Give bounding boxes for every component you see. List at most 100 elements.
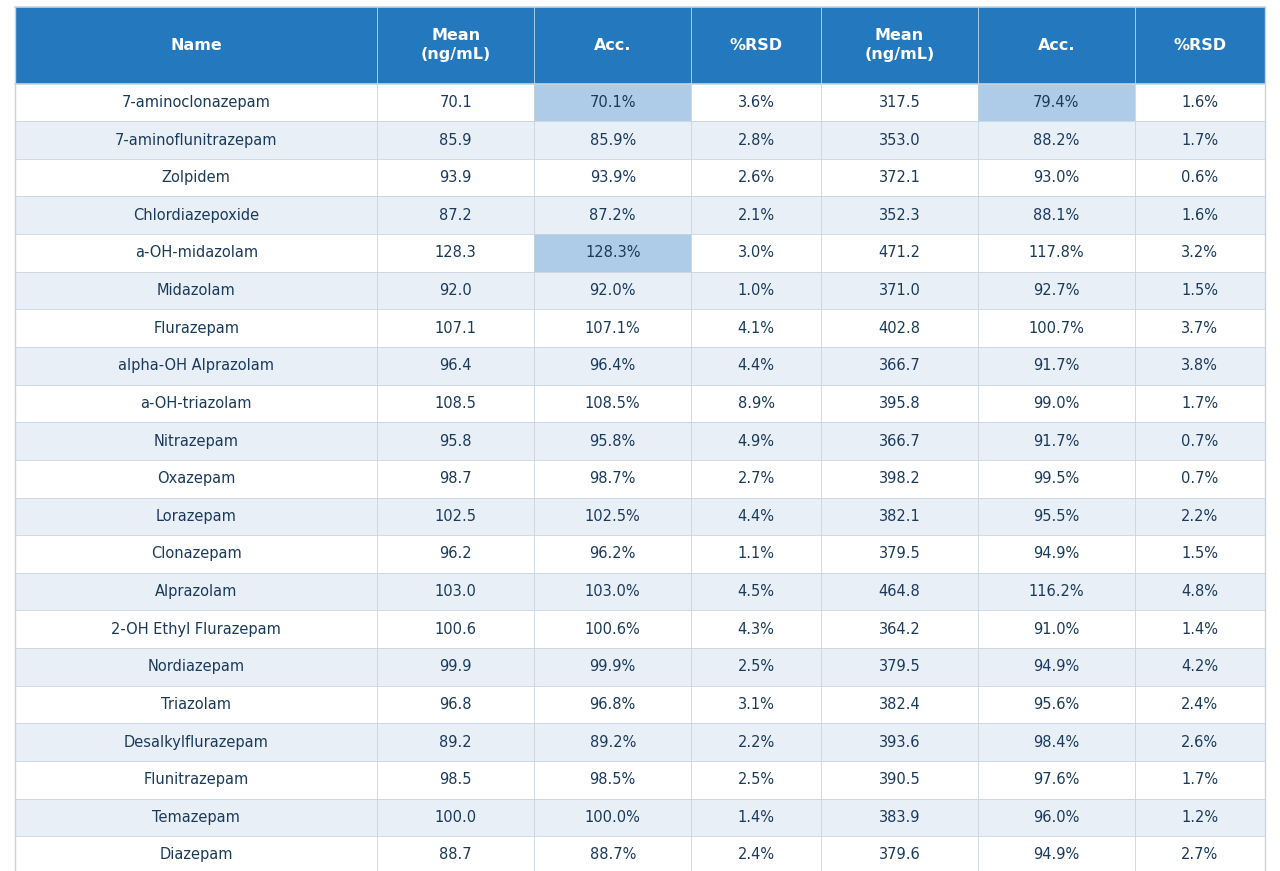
Text: 108.5: 108.5 (435, 396, 476, 411)
Text: 100.6%: 100.6% (585, 622, 640, 637)
FancyBboxPatch shape (15, 347, 1265, 385)
Text: 88.1%: 88.1% (1033, 208, 1079, 223)
Text: 95.8%: 95.8% (590, 434, 636, 449)
FancyBboxPatch shape (15, 234, 1265, 272)
Text: 3.6%: 3.6% (737, 95, 774, 110)
Text: 88.7%: 88.7% (590, 847, 636, 862)
FancyBboxPatch shape (15, 159, 1265, 197)
Text: 379.5: 379.5 (878, 659, 920, 674)
Text: 1.7%: 1.7% (1181, 132, 1219, 147)
Text: 85.9%: 85.9% (590, 132, 636, 147)
Text: 7-aminoclonazepam: 7-aminoclonazepam (122, 95, 270, 110)
Text: Name: Name (170, 37, 223, 53)
Text: 98.5%: 98.5% (590, 773, 636, 787)
Text: 371.0: 371.0 (878, 283, 920, 298)
FancyBboxPatch shape (15, 385, 1265, 422)
Text: Desalkylflurazepam: Desalkylflurazepam (124, 734, 269, 750)
Text: 3.1%: 3.1% (737, 697, 774, 712)
Text: 91.0%: 91.0% (1033, 622, 1079, 637)
Text: 402.8: 402.8 (878, 321, 920, 335)
Text: 0.6%: 0.6% (1181, 170, 1219, 186)
Text: Mean
(ng/mL): Mean (ng/mL) (864, 29, 934, 62)
Text: 87.2: 87.2 (439, 208, 472, 223)
FancyBboxPatch shape (534, 84, 691, 121)
Text: 94.9%: 94.9% (1033, 847, 1079, 862)
Text: 99.5%: 99.5% (1033, 471, 1079, 486)
Text: Flurazepam: Flurazepam (154, 321, 239, 335)
Text: 379.5: 379.5 (878, 546, 920, 562)
Text: 103.0%: 103.0% (585, 584, 640, 599)
Text: Triazolam: Triazolam (161, 697, 232, 712)
Text: 85.9: 85.9 (439, 132, 472, 147)
Text: 94.9%: 94.9% (1033, 659, 1079, 674)
Text: 379.6: 379.6 (878, 847, 920, 862)
Text: 96.0%: 96.0% (1033, 810, 1079, 825)
Text: Acc.: Acc. (594, 37, 631, 53)
Text: 1.6%: 1.6% (1181, 208, 1219, 223)
Text: 93.0%: 93.0% (1033, 170, 1079, 186)
Text: 96.2%: 96.2% (590, 546, 636, 562)
Text: 99.9: 99.9 (439, 659, 472, 674)
FancyBboxPatch shape (15, 272, 1265, 309)
Text: 87.2%: 87.2% (590, 208, 636, 223)
Text: 96.4%: 96.4% (590, 358, 636, 374)
FancyBboxPatch shape (15, 648, 1265, 685)
Text: 2.6%: 2.6% (1181, 734, 1219, 750)
Text: 100.0%: 100.0% (585, 810, 640, 825)
Text: 2.7%: 2.7% (1181, 847, 1219, 862)
Text: 398.2: 398.2 (878, 471, 920, 486)
Text: 99.0%: 99.0% (1033, 396, 1079, 411)
FancyBboxPatch shape (15, 497, 1265, 535)
Text: Acc.: Acc. (1038, 37, 1075, 53)
FancyBboxPatch shape (15, 309, 1265, 347)
Text: 4.4%: 4.4% (737, 358, 774, 374)
Text: 102.5%: 102.5% (585, 509, 640, 523)
Text: 96.4: 96.4 (439, 358, 472, 374)
Text: 95.8: 95.8 (439, 434, 472, 449)
FancyBboxPatch shape (978, 84, 1135, 121)
Text: 4.2%: 4.2% (1181, 659, 1219, 674)
Text: 2.4%: 2.4% (1181, 697, 1219, 712)
Text: 372.1: 372.1 (878, 170, 920, 186)
Text: 353.0: 353.0 (878, 132, 920, 147)
Text: Diazepam: Diazepam (160, 847, 233, 862)
Text: 1.0%: 1.0% (737, 283, 774, 298)
FancyBboxPatch shape (15, 799, 1265, 836)
Text: 352.3: 352.3 (878, 208, 920, 223)
Text: Zolpidem: Zolpidem (161, 170, 230, 186)
Text: 1.4%: 1.4% (737, 810, 774, 825)
Text: 4.1%: 4.1% (737, 321, 774, 335)
Text: 3.0%: 3.0% (737, 246, 774, 260)
Text: 116.2%: 116.2% (1029, 584, 1084, 599)
FancyBboxPatch shape (15, 422, 1265, 460)
Text: 96.8%: 96.8% (590, 697, 636, 712)
Text: 88.2%: 88.2% (1033, 132, 1079, 147)
Text: 96.2: 96.2 (439, 546, 472, 562)
FancyBboxPatch shape (534, 234, 691, 272)
FancyBboxPatch shape (15, 723, 1265, 761)
Text: Chlordiazepoxide: Chlordiazepoxide (133, 208, 260, 223)
Text: 317.5: 317.5 (878, 95, 920, 110)
Text: 2.8%: 2.8% (737, 132, 774, 147)
Text: 93.9%: 93.9% (590, 170, 636, 186)
Text: 2.1%: 2.1% (737, 208, 774, 223)
Text: 96.8: 96.8 (439, 697, 472, 712)
Text: Nordiazepam: Nordiazepam (147, 659, 244, 674)
Text: 4.3%: 4.3% (737, 622, 774, 637)
Text: Flunitrazepam: Flunitrazepam (143, 773, 248, 787)
Text: 117.8%: 117.8% (1029, 246, 1084, 260)
Text: 2.5%: 2.5% (737, 659, 774, 674)
FancyBboxPatch shape (15, 611, 1265, 648)
Text: 94.9%: 94.9% (1033, 546, 1079, 562)
Text: 70.1%: 70.1% (590, 95, 636, 110)
Text: 89.2%: 89.2% (590, 734, 636, 750)
Text: 4.9%: 4.9% (737, 434, 774, 449)
Text: a-OH-triazolam: a-OH-triazolam (141, 396, 252, 411)
Text: 4.4%: 4.4% (737, 509, 774, 523)
Text: 364.2: 364.2 (878, 622, 920, 637)
Text: 89.2: 89.2 (439, 734, 472, 750)
Text: 2.2%: 2.2% (737, 734, 774, 750)
FancyBboxPatch shape (15, 761, 1265, 799)
FancyBboxPatch shape (15, 685, 1265, 723)
Text: 100.7%: 100.7% (1029, 321, 1084, 335)
